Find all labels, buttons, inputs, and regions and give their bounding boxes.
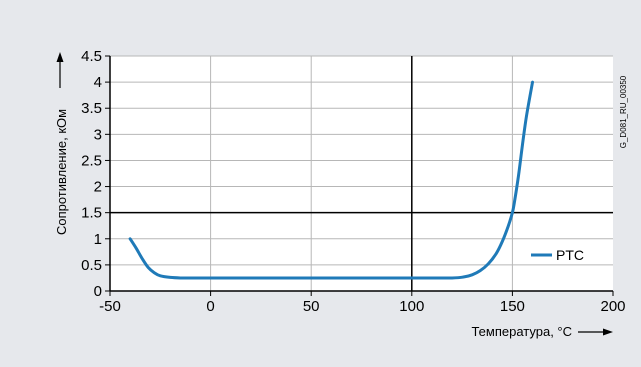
x-axis-arrow-icon — [603, 328, 613, 336]
y-tick-label: 1.5 — [81, 205, 102, 222]
series-line-ptc — [128, 80, 535, 280]
y-tick-label: 3.5 — [81, 100, 102, 117]
y-tick-label: 1 — [94, 231, 102, 248]
axes — [105, 55, 614, 296]
y-tick-label: 2 — [94, 179, 102, 196]
y-axis-title-group: Сопротивление, кОм — [54, 52, 69, 235]
y-axis-arrow-icon — [56, 52, 64, 62]
y-tick-label: 0.5 — [81, 257, 102, 274]
figure-id-label: G_D081_RU_00350 — [619, 75, 628, 148]
tick-labels: 00.511.522.533.544.5-50 0 50 100 150 200 — [81, 48, 625, 315]
y-tick-label: 2.5 — [81, 152, 102, 169]
y-tick-label: 0 — [94, 283, 102, 300]
y-axis-title: Сопротивление, кОм — [54, 109, 69, 235]
x-tick-label: -50 — [99, 298, 121, 315]
x-tick-label: 0 — [206, 298, 214, 315]
y-tick-label: 4.5 — [81, 48, 102, 65]
x-tick-label: 200 — [600, 298, 625, 315]
series-lines — [128, 80, 535, 280]
legend-label-ptc: PTC — [556, 247, 584, 263]
x-axis-title-group: Температура, °C — [471, 324, 613, 339]
y-tick-label: 4 — [94, 74, 102, 91]
y-tick-label: 3 — [94, 126, 102, 143]
reference-lines — [110, 56, 613, 291]
x-tick-label: 100 — [399, 298, 424, 315]
x-axis-title: Температура, °C — [471, 324, 572, 339]
legend: PTC — [531, 247, 584, 263]
x-tick-label: 50 — [303, 298, 320, 315]
x-tick-label: 150 — [500, 298, 525, 315]
